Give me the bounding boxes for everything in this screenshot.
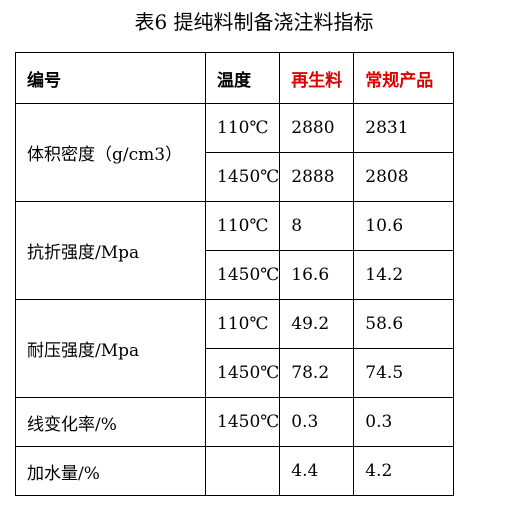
temp-cell: 110℃ — [204, 103, 281, 153]
regular-cell: 0.3 — [353, 397, 455, 447]
regular-cell: 10.6 — [353, 201, 455, 251]
data-table: 编号 温度 再生料 常规产品 体积密度（g/cm3） 110℃ 2880 283… — [15, 52, 455, 496]
table-row: 抗折强度/Mpa 110℃ 8 10.6 — [15, 201, 455, 300]
temp-cell: 110℃ — [204, 201, 281, 251]
temp-cell — [204, 446, 281, 496]
recycled-cell: 16.6 — [279, 250, 355, 300]
recycled-cell: 78.2 — [279, 348, 355, 398]
row-label-flexural: 抗折强度/Mpa — [15, 201, 206, 300]
header-temperature: 温度 — [204, 52, 281, 104]
recycled-cell: 2880 — [279, 103, 355, 153]
regular-cell: 14.2 — [353, 250, 455, 300]
temp-cell: 1450℃ — [204, 250, 281, 300]
table-row: 体积密度（g/cm3） 110℃ 2880 2831 — [15, 103, 455, 202]
regular-cell: 58.6 — [353, 299, 455, 349]
header-id: 编号 — [15, 52, 206, 104]
table-caption: 表6 提纯料制备浇注料指标 — [134, 10, 374, 34]
row-label-water: 加水量/% — [15, 446, 206, 496]
header-row: 编号 温度 再生料 常规产品 — [15, 52, 455, 104]
temp-cell: 1450℃ — [204, 152, 281, 202]
row-label-compressive: 耐压强度/Mpa — [15, 299, 206, 398]
table-row: 1450℃ 2888 2808 — [16, 152, 455, 202]
recycled-cell: 0.3 — [279, 397, 355, 447]
temp-cell: 110℃ — [204, 299, 281, 349]
recycled-cell: 8 — [279, 201, 355, 251]
regular-cell: 74.5 — [353, 348, 455, 398]
row-label-linear: 线变化率/% — [15, 397, 206, 447]
row-label-density: 体积密度（g/cm3） — [15, 103, 206, 202]
recycled-cell: 4.4 — [279, 446, 355, 496]
header-recycled: 再生料 — [279, 52, 355, 104]
regular-cell: 2831 — [353, 103, 455, 153]
table-row: 耐压强度/Mpa 110℃ 49.2 58.6 — [15, 299, 455, 398]
temp-cell: 1450℃ — [204, 397, 281, 447]
table-row: 加水量/% 4.4 4.2 — [15, 446, 455, 496]
recycled-cell: 2888 — [279, 152, 355, 202]
table-row: 线变化率/% 1450℃ 0.3 0.3 — [15, 397, 455, 447]
regular-cell: 2808 — [353, 152, 455, 202]
temp-cell: 1450℃ — [204, 348, 281, 398]
regular-cell: 4.2 — [353, 446, 455, 496]
table-row: 1450℃ 16.6 14.2 — [16, 250, 455, 300]
recycled-cell: 49.2 — [279, 299, 355, 349]
table-row: 1450℃ 78.2 74.5 — [16, 348, 455, 398]
header-regular: 常规产品 — [353, 52, 455, 104]
